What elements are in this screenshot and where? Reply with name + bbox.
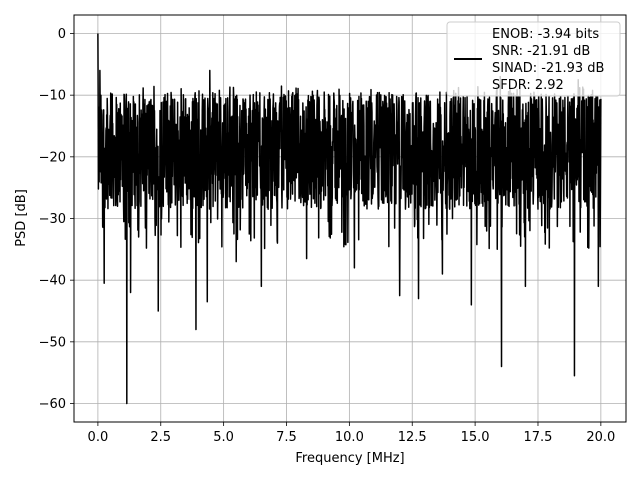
y-axis-ticks: 0 −10 −20 −30 −40 −50 −60 (39, 27, 74, 412)
x-tick-label: 7.5 (276, 430, 297, 445)
x-tick-label: 0.0 (88, 430, 109, 445)
y-axis-label: PSD [dB] (14, 189, 29, 247)
y-tick-label: −60 (39, 397, 66, 412)
x-tick-label: 2.5 (150, 430, 171, 445)
psd-series-line (97, 33, 602, 405)
y-tick-label: −50 (39, 335, 66, 350)
x-tick-label: 17.5 (524, 430, 553, 445)
series-layer (97, 33, 602, 405)
legend: ENOB: -3.94 bits SNR: -21.91 dB SINAD: -… (446, 21, 621, 97)
legend-entry-sfdr: SFDR: 2.92 (492, 78, 564, 93)
y-tick-label: −20 (39, 150, 66, 165)
legend-entry-enob: ENOB: -3.94 bits (492, 27, 599, 42)
y-tick-label: −10 (39, 89, 66, 104)
legend-box (446, 21, 621, 97)
y-tick-label: −40 (39, 274, 66, 289)
x-tick-label: 20.0 (586, 430, 615, 445)
y-tick-label: 0 (58, 27, 66, 42)
x-axis-ticks: 0.0 2.5 5.0 7.5 10.0 12.5 15.0 17.5 20.0 (88, 422, 615, 445)
x-tick-label: 15.0 (461, 430, 490, 445)
x-tick-label: 5.0 (213, 430, 234, 445)
x-axis-label: Frequency [MHz] (295, 451, 404, 466)
legend-entry-sinad: SINAD: -21.93 dB (492, 61, 604, 76)
y-tick-label: −30 (39, 212, 66, 227)
x-tick-label: 12.5 (398, 430, 427, 445)
x-tick-label: 10.0 (335, 430, 364, 445)
legend-entry-snr: SNR: -21.91 dB (492, 44, 590, 59)
